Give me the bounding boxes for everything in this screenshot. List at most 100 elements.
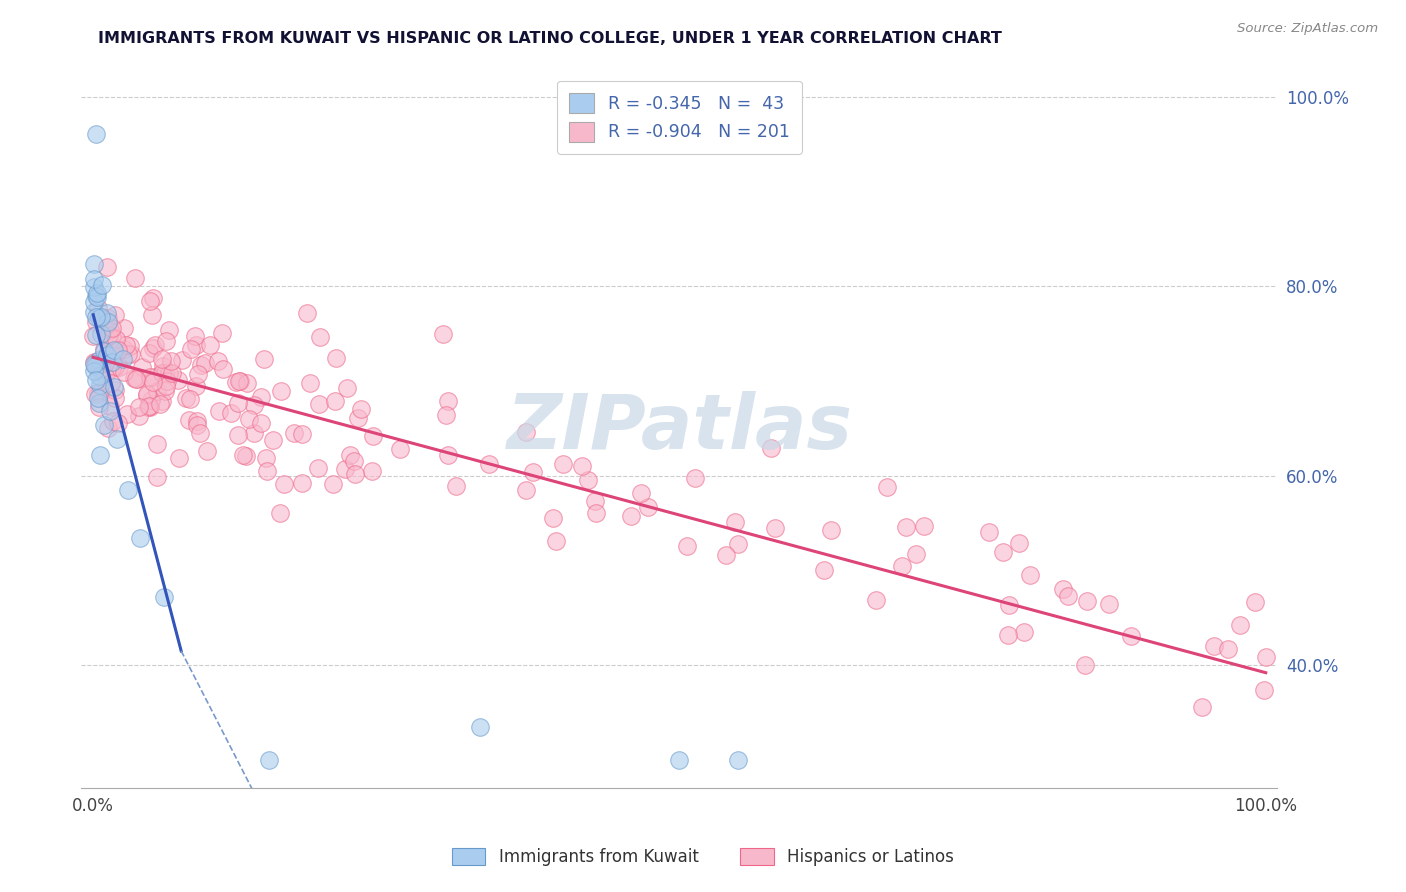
Point [128, 401, 150, 415]
Point [100, 376, 122, 391]
Point [325, 393, 347, 408]
Point [97, 311, 120, 326]
Point [94, 355, 117, 369]
Point [96, 306, 118, 320]
Point [998, 599, 1021, 613]
Point [1012, 625, 1035, 640]
Point [89, 363, 111, 377]
Point [82, 328, 104, 343]
Point [87, 369, 110, 384]
Point [89, 378, 111, 392]
Point [477, 457, 499, 471]
Point [308, 397, 330, 411]
Point [149, 397, 172, 411]
Point [291, 476, 314, 491]
Point [101, 414, 124, 428]
Point [446, 479, 468, 493]
Point [177, 413, 200, 427]
Point [84, 355, 107, 369]
Point [87, 353, 110, 368]
Point [157, 366, 180, 380]
Point [361, 465, 384, 479]
Point [716, 548, 738, 562]
Point [104, 359, 127, 374]
Point [131, 359, 153, 374]
Point [890, 559, 912, 574]
Point [637, 500, 659, 514]
Point [139, 392, 162, 407]
Point [84, 373, 107, 387]
Point [128, 409, 150, 423]
Point [160, 367, 183, 381]
Point [104, 383, 127, 397]
Point [83, 357, 105, 371]
Text: ZIPatlas: ZIPatlas [506, 392, 852, 466]
Point [308, 330, 330, 344]
Point [190, 358, 212, 372]
Point [544, 534, 567, 549]
Point [620, 508, 643, 523]
Point [347, 411, 370, 425]
Point [103, 308, 125, 322]
Point [84, 310, 107, 324]
Point [138, 346, 160, 360]
Point [97, 421, 120, 435]
Point [155, 379, 177, 393]
Point [136, 388, 159, 402]
Point [86, 286, 108, 301]
Point [515, 483, 537, 497]
Point [101, 321, 124, 335]
Point [1202, 639, 1225, 653]
Point [141, 308, 163, 322]
Point [820, 523, 842, 537]
Point [152, 352, 174, 367]
Point [83, 295, 105, 310]
Point [139, 369, 162, 384]
Point [336, 381, 359, 395]
Point [129, 532, 152, 546]
Point [104, 332, 127, 346]
Point [212, 362, 235, 376]
Text: Source: ZipAtlas.com: Source: ZipAtlas.com [1237, 22, 1378, 36]
Point [125, 372, 148, 386]
Point [333, 462, 356, 476]
Point [253, 352, 276, 367]
Point [156, 375, 179, 389]
Point [101, 361, 124, 376]
Point [437, 448, 460, 462]
Point [138, 294, 160, 309]
Point [184, 378, 207, 392]
Point [207, 354, 229, 368]
Point [226, 428, 249, 442]
Point [876, 480, 898, 494]
Point [1097, 597, 1119, 611]
Point [991, 545, 1014, 559]
Point [576, 473, 599, 487]
Point [150, 366, 173, 380]
Point [118, 339, 141, 353]
Point [630, 485, 652, 500]
Point [761, 442, 783, 456]
Point [585, 506, 607, 520]
Point [1052, 582, 1074, 596]
Point [1254, 649, 1277, 664]
Point [160, 354, 183, 368]
Point [1229, 618, 1251, 632]
Point [112, 365, 135, 379]
Point [522, 465, 544, 479]
Point [184, 337, 207, 351]
Point [515, 425, 537, 439]
Point [228, 374, 250, 388]
Point [107, 343, 129, 357]
Point [250, 390, 273, 404]
Point [583, 494, 606, 508]
Point [167, 373, 190, 387]
Point [146, 384, 169, 398]
Point [170, 353, 193, 368]
Point [388, 442, 411, 457]
Point [211, 326, 233, 340]
Point [86, 327, 108, 342]
Point [470, 720, 492, 734]
Point [83, 364, 105, 378]
Point [174, 391, 197, 405]
